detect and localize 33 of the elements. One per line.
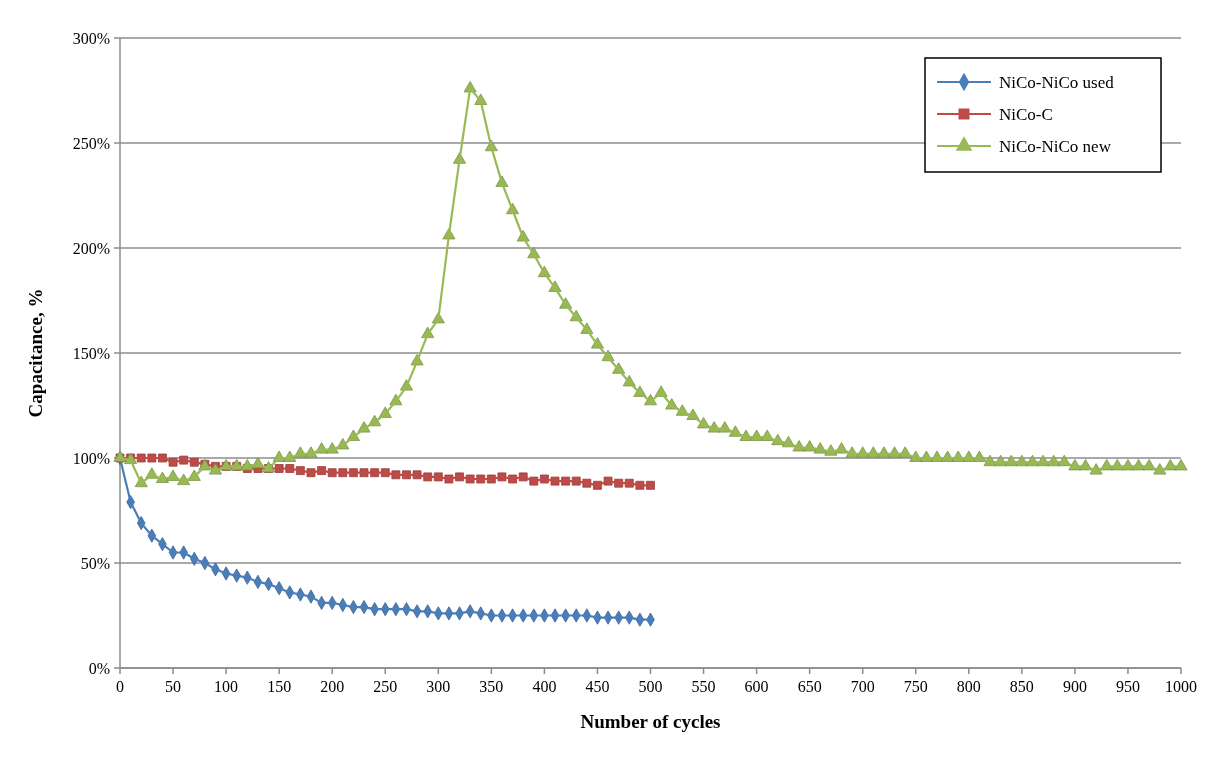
- y-tick-label: 200%: [72, 239, 110, 257]
- x-tick-label: 600: [744, 678, 769, 695]
- x-tick-label: 400: [532, 678, 557, 695]
- legend-label: NiCo-NiCo used: [999, 72, 1115, 92]
- x-tick-label: 100: [214, 678, 239, 695]
- y-tick-label: 100%: [72, 449, 110, 467]
- x-tick-label: 200: [320, 678, 345, 695]
- y-tick-label: 250%: [72, 134, 110, 152]
- y-tick-label: 300%: [72, 29, 110, 47]
- y-tick-label: 150%: [72, 344, 110, 362]
- x-tick-label: 0: [116, 678, 124, 695]
- x-tick-label: 50: [165, 678, 182, 695]
- x-axis-title: Number of cycles: [580, 711, 721, 732]
- x-tick-label: 850: [1009, 678, 1034, 695]
- legend-label: NiCo-NiCo new: [999, 136, 1112, 156]
- x-tick-label: 650: [797, 678, 822, 695]
- y-tick-label: 0%: [88, 659, 110, 677]
- x-tick-label: 800: [956, 678, 981, 695]
- y-tick-label: 50%: [80, 554, 110, 572]
- x-tick-label: 150: [267, 678, 292, 695]
- x-tick-label: 550: [691, 678, 716, 695]
- legend-label: NiCo-C: [999, 104, 1053, 124]
- x-tick-label: 450: [585, 678, 610, 695]
- x-tick-label: 350: [479, 678, 504, 695]
- x-tick-label: 700: [850, 678, 875, 695]
- y-axis-title: Capacitance, %: [25, 288, 46, 418]
- x-tick-label: 300: [426, 678, 451, 695]
- x-tick-label: 250: [373, 678, 398, 695]
- x-tick-label: 500: [638, 678, 663, 695]
- x-tick-label: 750: [903, 678, 928, 695]
- x-tick-label: 950: [1115, 678, 1140, 695]
- x-tick-label: 900: [1062, 678, 1087, 695]
- x-tick-label: 1000: [1165, 678, 1197, 695]
